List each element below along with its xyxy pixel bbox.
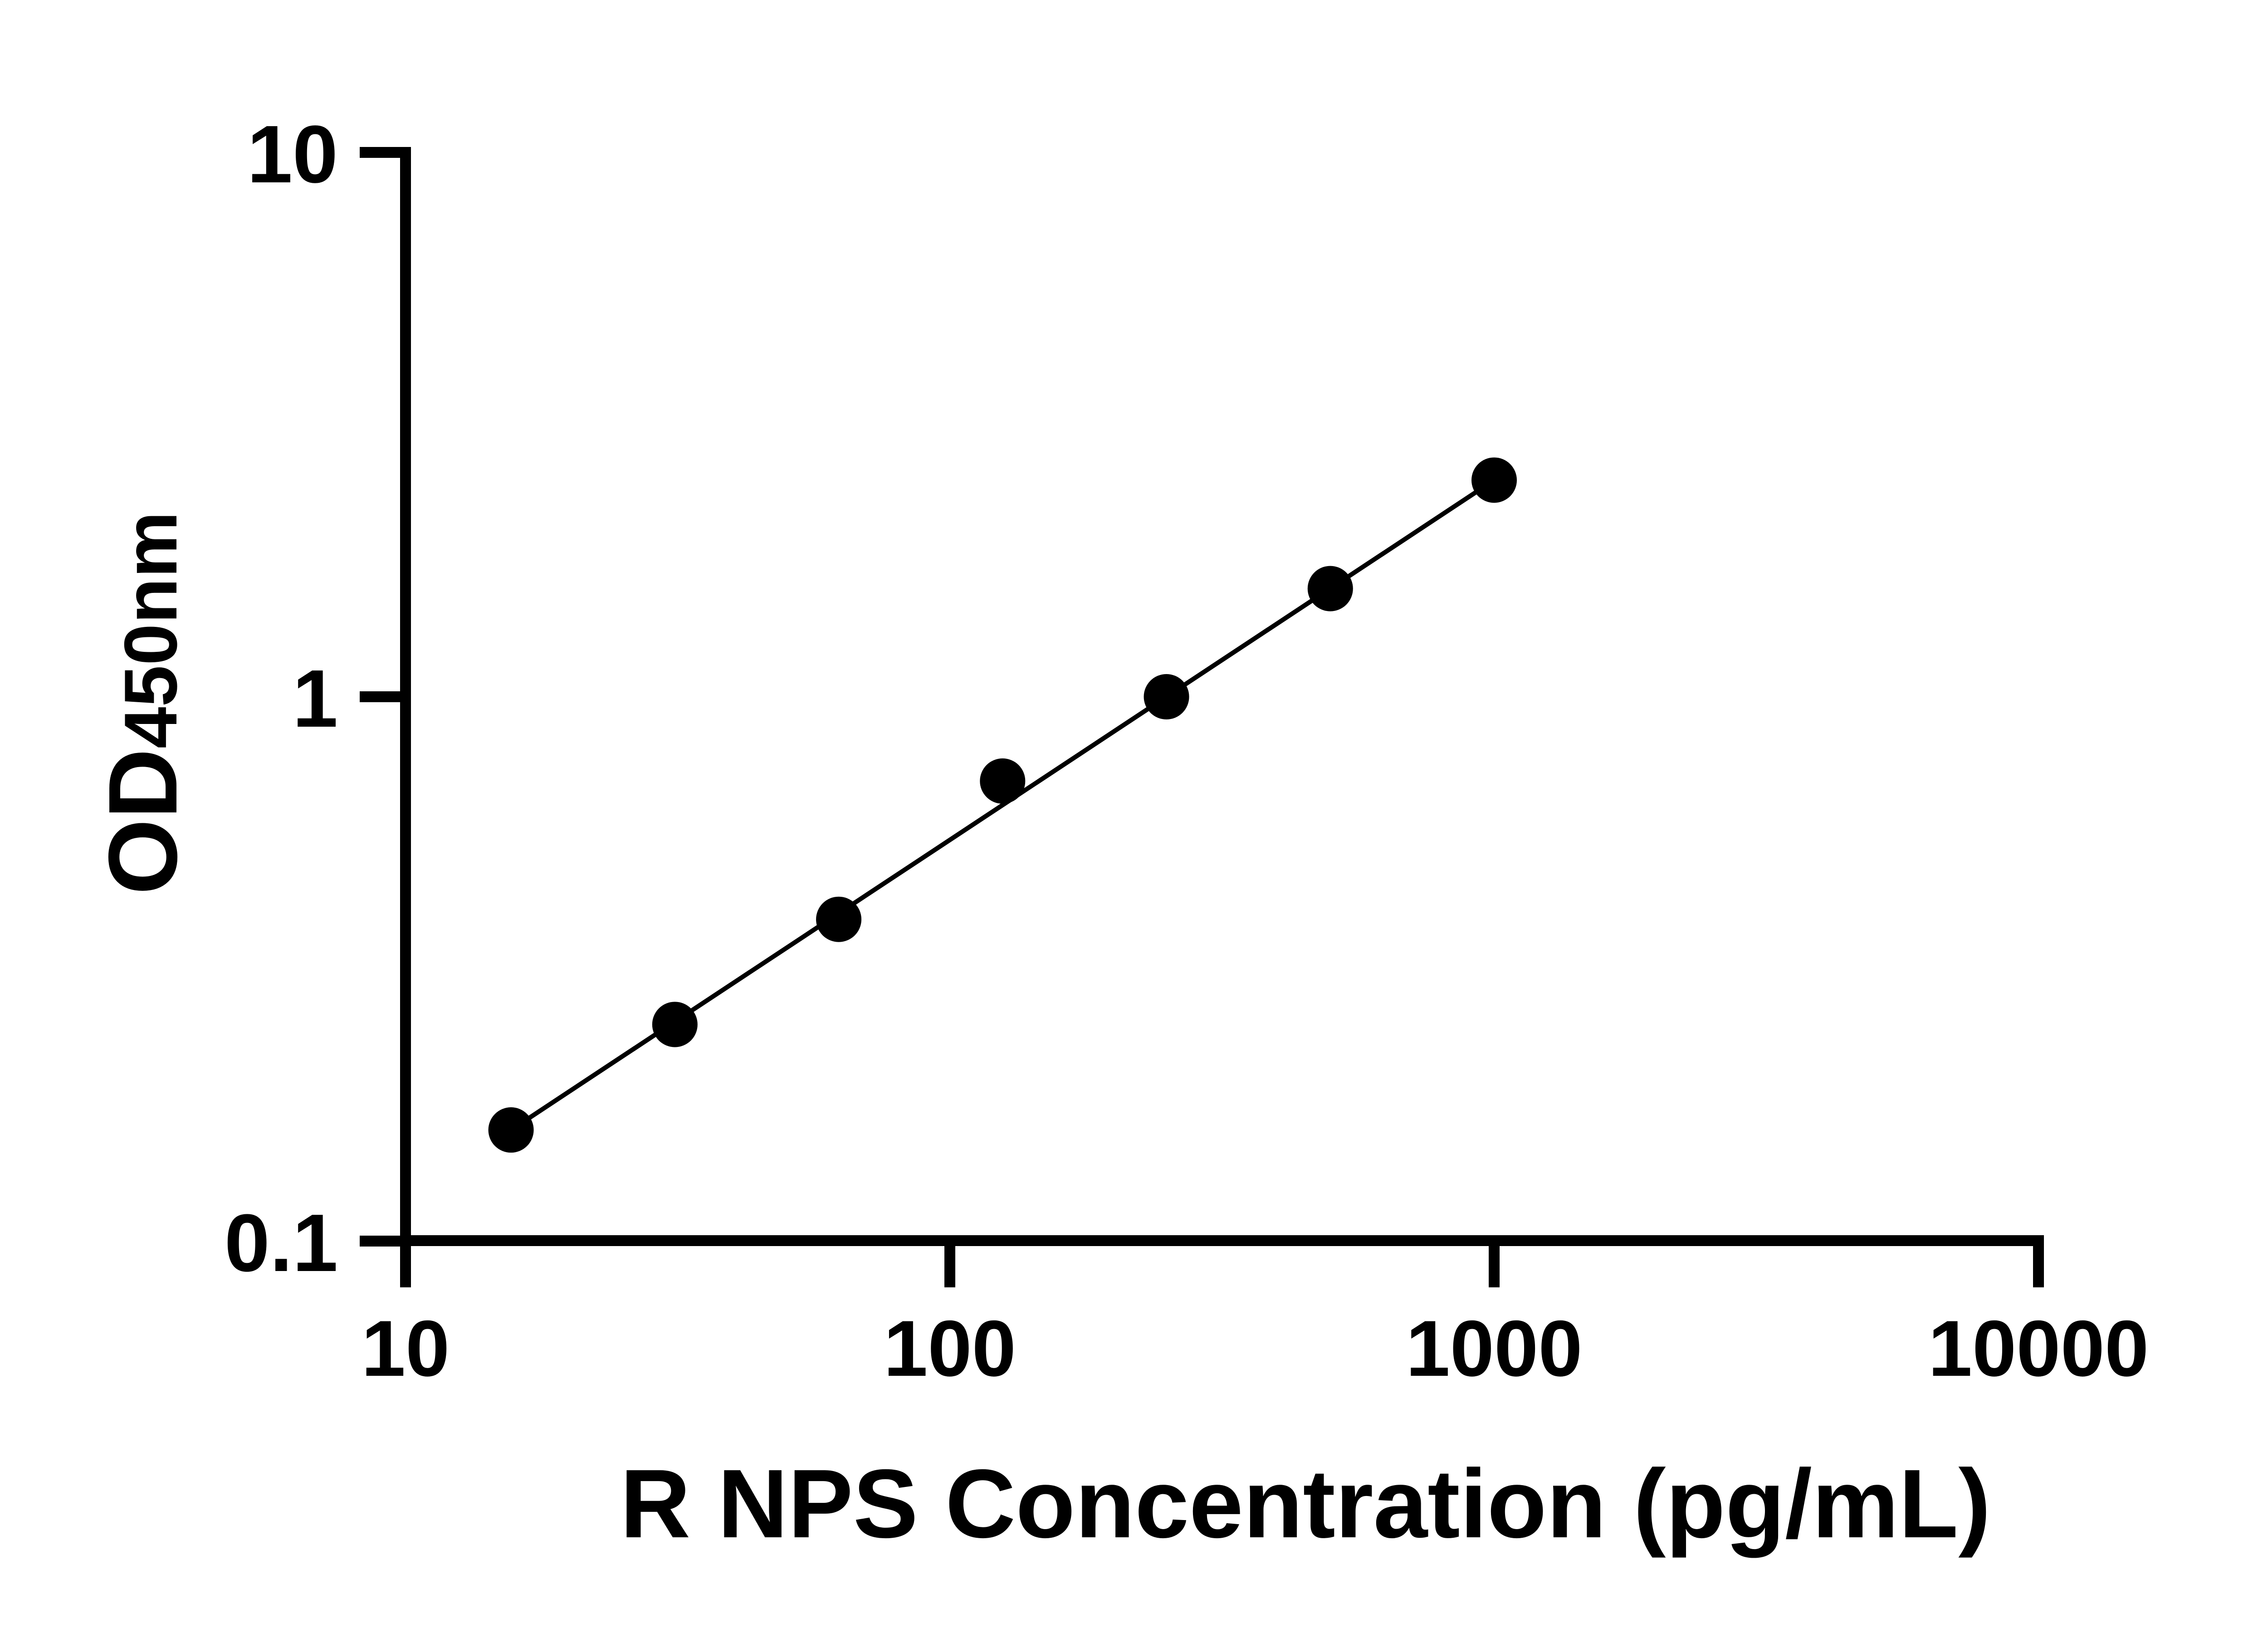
data-points-group bbox=[488, 457, 1517, 1153]
x-axis-ticks bbox=[400, 1241, 2044, 1287]
y-axis-title: OD450nm bbox=[88, 511, 197, 895]
y-axis-title-subscript: 450nm bbox=[109, 511, 192, 748]
data-point bbox=[980, 758, 1026, 804]
y-tick-label: 10 bbox=[247, 109, 338, 200]
x-tick-label: 10000 bbox=[1928, 1305, 2149, 1393]
x-axis-title: R NPS Concentration (pg/mL) bbox=[620, 1449, 1991, 1558]
data-point bbox=[488, 1107, 534, 1153]
x-tick-label: 1000 bbox=[1406, 1305, 1582, 1393]
y-tick-label: 0.1 bbox=[225, 1198, 338, 1289]
x-tick-label: 100 bbox=[884, 1305, 1016, 1393]
data-point bbox=[1471, 457, 1517, 503]
x-tick-label: 10 bbox=[362, 1305, 450, 1393]
y-axis-ticks bbox=[360, 147, 411, 1247]
data-point bbox=[1144, 674, 1189, 719]
y-axis-tick-labels: 10 1 0.1 bbox=[225, 109, 338, 1289]
y-tick-label: 1 bbox=[293, 653, 338, 744]
data-point bbox=[652, 1002, 698, 1047]
x-axis-tick-labels: 10 100 1000 10000 bbox=[362, 1305, 2149, 1393]
data-point bbox=[816, 896, 862, 942]
y-axis-title-main: OD bbox=[88, 748, 197, 895]
data-point bbox=[1307, 566, 1353, 611]
